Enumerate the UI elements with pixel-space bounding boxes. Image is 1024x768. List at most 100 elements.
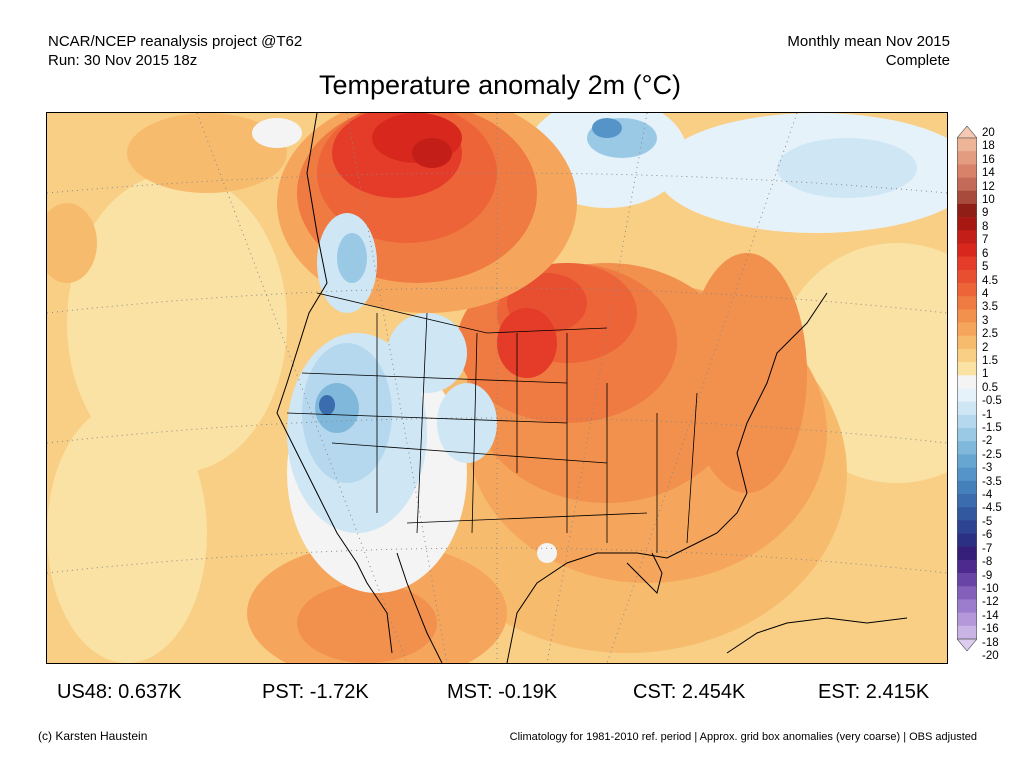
colorbar-label: 7 <box>982 234 989 247</box>
colorbar-label: 3.5 <box>982 301 998 314</box>
colorbar-swatch <box>957 533 977 548</box>
period: Monthly mean Nov 2015 <box>787 33 950 50</box>
colorbar-swatch <box>957 322 977 337</box>
colorbar-top-arrow <box>957 126 977 139</box>
model-name: NCAR/NCEP reanalysis project @T62 <box>48 33 303 50</box>
colorbar-swatch <box>957 256 977 271</box>
colorbar-swatch <box>957 414 977 429</box>
colorbar-swatch <box>957 296 977 310</box>
colorbar-label: 5 <box>982 261 989 274</box>
colorbar-swatch <box>957 269 977 284</box>
colorbar-swatch <box>957 493 977 508</box>
colorbar-label: -14 <box>982 609 999 622</box>
map-canvas <box>47 113 947 663</box>
colorbar-label: 1.5 <box>982 354 998 367</box>
stat-est: EST: 2.415K <box>818 681 930 703</box>
colorbar-swatch <box>957 190 977 205</box>
run-time: Run: 30 Nov 2015 18z <box>48 52 198 69</box>
colorbar-swatch <box>957 217 977 231</box>
colorbar-label: 10 <box>982 194 995 207</box>
colorbar-label: -2 <box>982 435 993 448</box>
colorbar-swatch <box>957 507 977 521</box>
colorbar-swatch <box>957 612 977 627</box>
colorbar-label: 4.5 <box>982 274 998 287</box>
completion-status: Complete <box>885 52 950 69</box>
region-stats: US48: 0.637K PST: -1.72K MST: -0.19K CST… <box>0 681 1024 705</box>
colorbar-swatch <box>957 480 977 495</box>
colorbar-swatch <box>957 428 977 442</box>
colorbar-label: 12 <box>982 180 995 193</box>
colorbar-swatch <box>957 546 977 561</box>
colorbar-swatch <box>957 177 977 192</box>
colorbar-label: -3.5 <box>982 475 1002 488</box>
graticule <box>47 113 947 663</box>
colorbar-swatch <box>957 243 977 257</box>
colorbar-swatch <box>957 283 977 297</box>
stat-mst: MST: -0.19K <box>447 681 558 703</box>
colorbar-swatch <box>957 573 977 587</box>
colorbar-label: -10 <box>982 582 999 595</box>
header-left: NCAR/NCEP reanalysis project @T62 Run: 3… <box>48 32 302 70</box>
colorbar-bottom-arrow <box>957 638 977 651</box>
colorbar-label: -18 <box>982 636 999 649</box>
map-title: Temperature anomaly 2m (°C) <box>319 70 681 100</box>
colorbar-label: -6 <box>982 529 993 542</box>
colorbar-swatch <box>957 559 977 574</box>
stat-pst: PST: -1.72K <box>262 681 369 703</box>
colorbar-swatch <box>957 138 977 152</box>
colorbar-swatch <box>957 467 977 482</box>
colorbar-swatch <box>957 441 977 455</box>
colorbar-swatch <box>957 309 977 323</box>
colorbar-label: -12 <box>982 596 999 609</box>
colorbar-swatch <box>957 599 977 613</box>
colorbar-swatch <box>957 586 977 600</box>
colorbar-label: 14 <box>982 167 995 180</box>
colorbar-swatch <box>957 230 977 244</box>
colorbar-swatch <box>957 454 977 468</box>
colorbar-border <box>957 137 977 640</box>
colorbar-label: 6 <box>982 247 989 260</box>
stat-us48: US48: 0.637K <box>57 681 182 703</box>
colorbar-label: 3 <box>982 314 989 327</box>
colorbar-label: -8 <box>982 556 993 569</box>
colorbar-label: -4.5 <box>982 502 1002 515</box>
colorbar-swatch <box>957 362 977 376</box>
colorbar-swatch <box>957 348 977 363</box>
colorbar-label: 9 <box>982 207 989 220</box>
colorbar-label: 18 <box>982 140 995 153</box>
copyright: (c) Karsten Haustein <box>38 729 148 743</box>
colorbar-label: -0.5 <box>982 395 1002 408</box>
colorbar <box>957 126 977 651</box>
colorbar-label: -16 <box>982 623 999 636</box>
colorbar-label: -2.5 <box>982 448 1002 461</box>
colorbar-label: -4 <box>982 489 993 502</box>
colorbar-label: 20 <box>982 127 995 139</box>
colorbar-swatch <box>957 151 977 165</box>
colorbar-labels: 20 18 16 14 12 10 9 8 7 6 5 4.5 4 3.5 3 2.5 2 1.5 1 0.5 -0.5… <box>982 126 1022 662</box>
colorbar-swatch <box>957 375 977 389</box>
anomaly-map <box>46 112 948 664</box>
colorbar-swatch <box>957 625 977 640</box>
colorbar-label: -5 <box>982 515 993 528</box>
colorbar-swatch <box>957 520 977 534</box>
colorbar-label: 8 <box>982 220 989 233</box>
colorbar-label: -1.5 <box>982 422 1002 435</box>
state-borders <box>286 292 698 553</box>
stat-cst: CST: 2.454K <box>633 681 746 703</box>
colorbar-label: 4 <box>982 287 989 300</box>
colorbar-label: -7 <box>982 542 993 555</box>
colorbar-label: -9 <box>982 569 993 582</box>
colorbar-swatch <box>957 401 977 416</box>
climatology-note: Climatology for 1981-2010 ref. period | … <box>509 731 977 743</box>
colorbar-label: -3 <box>982 462 993 475</box>
colorbar-swatch <box>957 388 977 402</box>
colorbar-swatch <box>957 203 977 218</box>
colorbar-label: 1 <box>982 368 989 381</box>
colorbar-label: 2.5 <box>982 328 998 341</box>
colorbar-label: -20 <box>982 650 999 662</box>
header-right: Monthly mean Nov 2015 Complete <box>787 32 950 70</box>
colorbar-label: 16 <box>982 153 995 166</box>
colorbar-swatch <box>957 164 977 178</box>
coastlines <box>276 113 908 663</box>
colorbar-swatch <box>957 335 977 350</box>
